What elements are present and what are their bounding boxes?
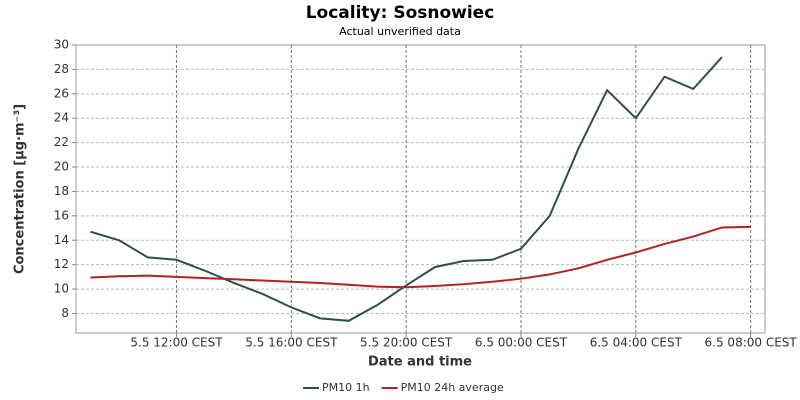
y-tick-label: 12 [54, 257, 69, 271]
y-tick-label: 18 [54, 184, 69, 198]
chart-title: Locality: Sosnowiec [306, 3, 495, 23]
plot-frame [75, 44, 766, 334]
y-tick-label: 22 [54, 135, 69, 149]
y-tick-label: 8 [61, 306, 69, 320]
x-axis-label: Date and time [368, 355, 472, 370]
y-tick-label: 26 [54, 86, 69, 100]
data-line [90, 225, 751, 289]
y-tick-label: 28 [54, 62, 69, 76]
y-tick-label: 10 [54, 282, 69, 296]
x-tick-label: 5.5 20:00 CEST [360, 336, 453, 350]
x-tick-label: 6.5 00:00 CEST [475, 336, 568, 350]
y-tick-label: 30 [54, 38, 69, 52]
legend-label: PM10 1h [322, 381, 370, 394]
x-tick-label: 5.5 12:00 CEST [130, 336, 223, 350]
x-tick-label: 6.5 04:00 CEST [590, 336, 683, 350]
y-tick-label: 20 [54, 160, 69, 174]
y-tick-label: 16 [54, 208, 69, 222]
chart-subtitle: Actual unverified data [339, 25, 461, 38]
y-axis-label: Concentration [µg·m⁻³] [13, 104, 28, 274]
y-tick-label: 24 [54, 111, 69, 125]
x-tick-label: 5.5 16:00 CEST [245, 336, 338, 350]
x-tick-label: 6.5 08:00 CEST [705, 336, 798, 350]
data-line [90, 56, 723, 322]
legend-label: PM10 24h average [401, 381, 504, 394]
y-tick-label: 14 [54, 233, 69, 247]
